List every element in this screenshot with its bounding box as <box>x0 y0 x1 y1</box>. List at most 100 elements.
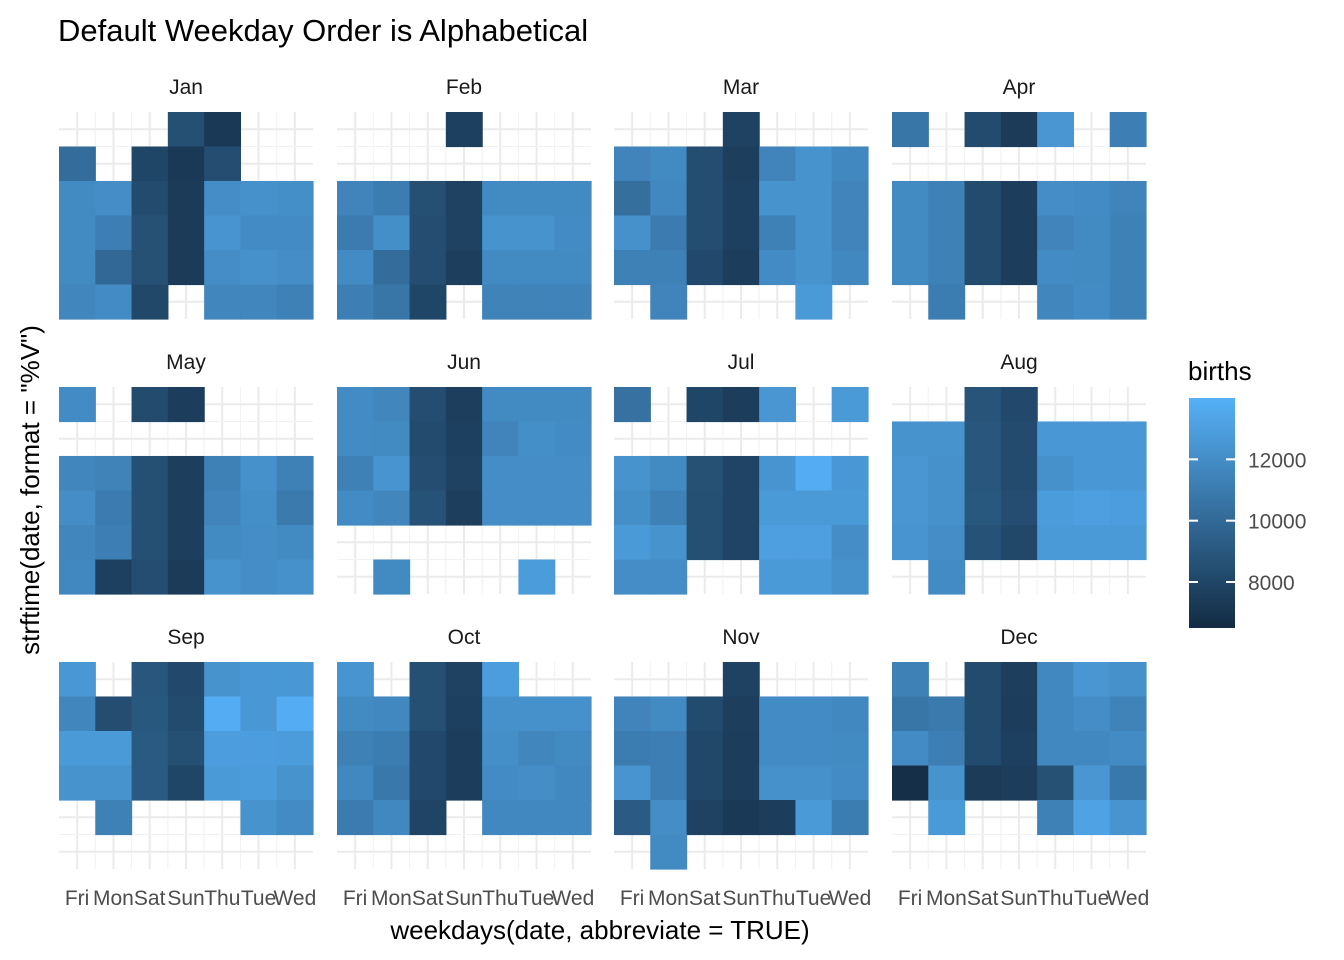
heatmap-tile <box>482 284 520 320</box>
heatmap-tile <box>518 490 556 526</box>
heatmap-tile <box>722 765 760 801</box>
heatmap-tile <box>482 215 520 251</box>
heatmap-tile <box>337 387 374 423</box>
heatmap-tile <box>964 456 1002 492</box>
heatmap-tile <box>373 387 411 423</box>
heatmap-tile <box>1073 250 1111 286</box>
x-tick-label: Sun <box>167 887 204 910</box>
facet-strip-label: Apr <box>1003 76 1036 99</box>
heatmap-tile <box>95 525 133 561</box>
heatmap-tile <box>964 387 1002 423</box>
heatmap-tile <box>276 181 314 217</box>
heatmap-tile <box>482 696 520 732</box>
heatmap-tile <box>409 662 447 698</box>
heatmap-tile <box>1000 421 1038 457</box>
heatmap-tile <box>337 456 374 492</box>
heatmap-tile <box>795 456 833 492</box>
heatmap-tile <box>964 662 1002 698</box>
heatmap-tile <box>759 250 797 286</box>
heatmap-tile <box>240 490 278 526</box>
heatmap-tile <box>373 490 411 526</box>
heatmap-tile <box>337 284 374 320</box>
heatmap-tile <box>795 525 833 561</box>
heatmap-tile <box>409 765 447 801</box>
heatmap-tile <box>337 765 374 801</box>
heatmap-tile <box>614 696 651 732</box>
heatmap-tile <box>554 765 592 801</box>
chart-title: Default Weekday Order is Alphabetical <box>58 13 588 48</box>
heatmap-tile <box>686 525 724 561</box>
heatmap-tile <box>1037 800 1075 836</box>
heatmap-tile <box>722 456 760 492</box>
x-tick-label: Mon <box>93 887 134 910</box>
heatmap-tile <box>722 250 760 286</box>
heatmap-tile <box>759 696 797 732</box>
heatmap-tile <box>276 456 314 492</box>
heatmap-tile <box>892 112 929 148</box>
heatmap-tile <box>1037 284 1075 320</box>
heatmap-tile <box>445 731 483 767</box>
heatmap-tile <box>892 181 929 217</box>
heatmap-tile <box>1000 696 1038 732</box>
heatmap-tile <box>167 765 205 801</box>
heatmap-tile <box>1000 250 1038 286</box>
heatmap-tile <box>1073 696 1111 732</box>
heatmap-tile <box>759 731 797 767</box>
heatmap-tile <box>759 525 797 561</box>
heatmap-tile <box>445 181 483 217</box>
heatmap-tile <box>482 456 520 492</box>
heatmap-tile <box>614 731 651 767</box>
heatmap-tile <box>928 765 966 801</box>
heatmap-tile <box>95 559 133 595</box>
heatmap-tile <box>59 181 96 217</box>
heatmap-tile <box>686 215 724 251</box>
heatmap-tile <box>59 215 96 251</box>
heatmap-tile <box>240 559 278 595</box>
heatmap-tile <box>686 765 724 801</box>
heatmap-tile <box>482 250 520 286</box>
heatmap-tile <box>831 181 869 217</box>
heatmap-tile <box>650 731 688 767</box>
heatmap-tile <box>1037 456 1075 492</box>
heatmap-tile <box>276 559 314 595</box>
heatmap-tile <box>1037 696 1075 732</box>
heatmap-tile <box>650 559 688 595</box>
heatmap-tile <box>240 215 278 251</box>
heatmap-tile <box>131 696 169 732</box>
heatmap-tile <box>1037 421 1075 457</box>
heatmap-tile <box>1109 662 1147 698</box>
panel-sep: Sep <box>59 626 314 869</box>
heatmap-tile <box>204 731 242 767</box>
panel-nov: Nov <box>614 626 869 870</box>
heatmap-tile <box>337 421 374 457</box>
panel-apr: Apr <box>892 76 1147 320</box>
heatmap-tile <box>204 765 242 801</box>
heatmap-tile <box>1000 112 1038 148</box>
heatmap-tile <box>276 731 314 767</box>
heatmap-tile <box>204 215 242 251</box>
heatmap-tile <box>686 800 724 836</box>
heatmap-tile <box>373 181 411 217</box>
heatmap-tile <box>1073 731 1111 767</box>
heatmap-tile <box>373 421 411 457</box>
facet-strip-label: Jan <box>169 76 203 99</box>
heatmap-tile <box>1073 215 1111 251</box>
heatmap-tile <box>614 215 651 251</box>
panel-jun: Jun <box>337 351 592 595</box>
heatmap-tile <box>204 662 242 698</box>
heatmap-tile <box>1037 765 1075 801</box>
legend-tick-label: 12000 <box>1248 449 1306 472</box>
panel-jul: Jul <box>614 351 869 595</box>
heatmap-tile <box>554 250 592 286</box>
heatmap-tile <box>59 456 96 492</box>
heatmap-tile <box>131 662 169 698</box>
heatmap-tile <box>892 215 929 251</box>
legend-title: births <box>1188 356 1252 386</box>
heatmap-tile <box>686 696 724 732</box>
heatmap-tile <box>167 525 205 561</box>
heatmap-tile <box>276 800 314 836</box>
heatmap-tile <box>759 800 797 836</box>
heatmap-tile <box>759 387 797 423</box>
heatmap-tile <box>240 250 278 286</box>
